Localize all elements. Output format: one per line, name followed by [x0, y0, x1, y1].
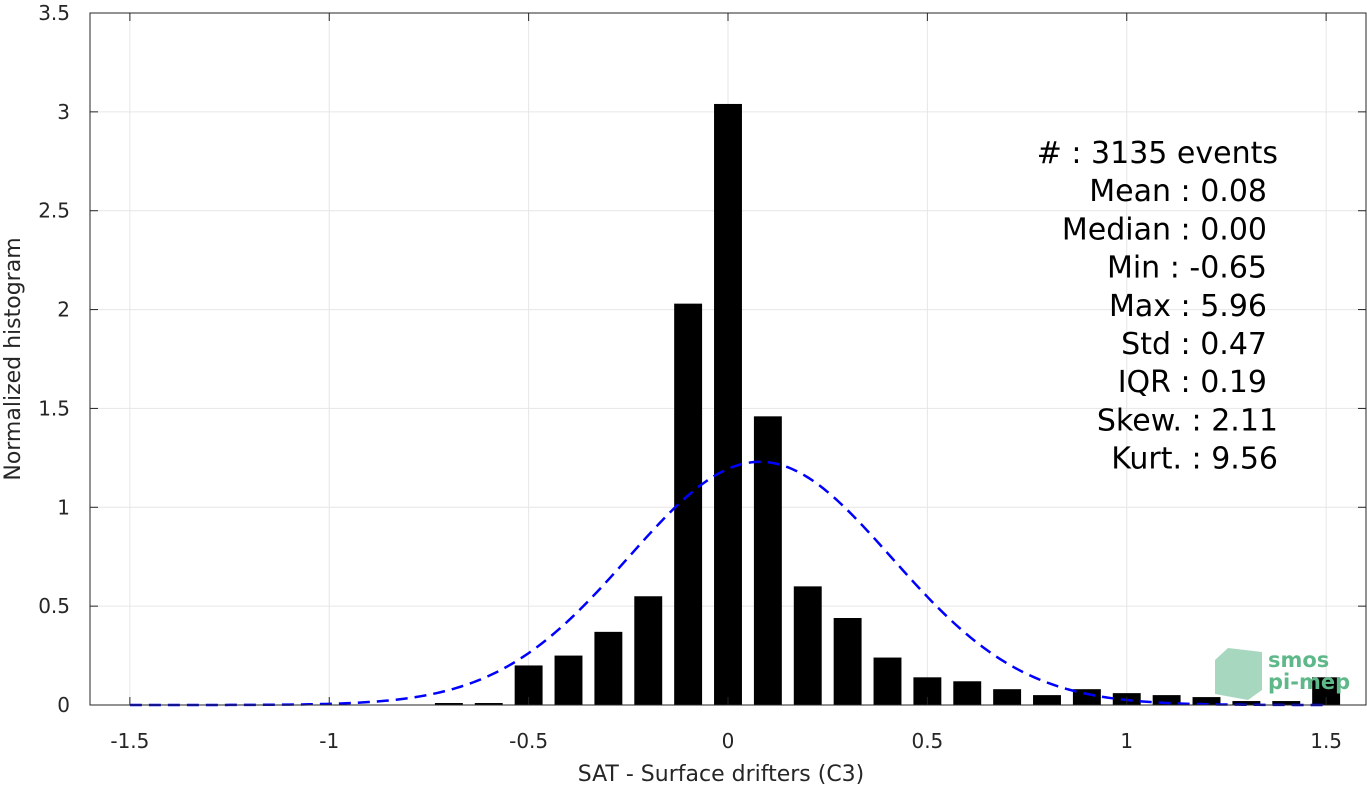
histogram-bar — [474, 703, 503, 705]
stat-line: Mean : 0.08 — [1089, 174, 1267, 209]
stat-line: Std : 0.47 — [1121, 327, 1267, 362]
histogram-bar — [753, 416, 782, 705]
y-tick-label: 3.5 — [38, 1, 70, 25]
histogram-bar — [554, 655, 583, 705]
histogram-bar — [1192, 697, 1221, 705]
y-axis-ticks: 0 0.5 1 1.5 2 2.5 3 3.5 — [38, 1, 1366, 717]
y-tick-label: 2 — [57, 298, 70, 322]
histogram-bar — [434, 703, 463, 705]
histogram-bar — [1272, 701, 1301, 705]
histogram-bar — [993, 689, 1022, 705]
stat-line: # : 3135 events — [1037, 136, 1278, 171]
histogram-bars — [434, 103, 1341, 706]
histogram-bar — [1033, 695, 1061, 705]
stat-line: Min : -0.65 — [1107, 251, 1267, 286]
y-tick-label: 0 — [57, 693, 70, 717]
x-tick-label: -1 — [319, 729, 339, 753]
histogram-bar — [953, 681, 982, 705]
x-axis-label: SAT - Surface drifters (C3) — [578, 762, 865, 785]
histogram-bar — [714, 103, 742, 706]
histogram-bar — [1152, 695, 1181, 705]
y-tick-label: 3 — [57, 100, 70, 124]
y-tick-label: 0.5 — [38, 594, 70, 618]
y-tick-label: 1.5 — [38, 396, 70, 420]
logo-line2: pi-mep — [1268, 670, 1350, 694]
y-axis-label: Normalized histogram — [1, 237, 26, 480]
x-tick-label: -0.5 — [509, 729, 548, 753]
histogram-bar — [674, 303, 703, 705]
y-tick-label: 1 — [57, 495, 70, 519]
stat-line: Kurt. : 9.56 — [1111, 442, 1278, 477]
x-tick-label: -1.5 — [110, 729, 149, 753]
histogram-bar — [873, 657, 902, 705]
histogram-bar — [594, 631, 623, 705]
x-tick-label: 0.5 — [911, 729, 943, 753]
x-axis-ticks: -1.5 -1 -0.5 0 0.5 1 1.5 — [110, 13, 1342, 753]
histogram-bar — [1072, 689, 1101, 705]
y-tick-label: 2.5 — [38, 199, 70, 223]
smos-pimep-logo: smos pi-mep — [1215, 648, 1350, 700]
stat-line: Skew. : 2.11 — [1097, 403, 1278, 438]
histogram-bar — [833, 618, 862, 705]
stat-line: Max : 5.96 — [1109, 289, 1267, 324]
histogram-bar — [634, 596, 663, 705]
stat-line: IQR : 0.19 — [1118, 365, 1267, 400]
histogram-bar — [793, 586, 822, 705]
histogram-bar — [1232, 701, 1261, 705]
x-tick-label: 1 — [1120, 729, 1133, 753]
stat-line: Median : 0.00 — [1062, 212, 1267, 247]
logo-icon — [1215, 648, 1262, 700]
logo-line1: smos — [1268, 648, 1329, 672]
x-tick-label: 0 — [722, 729, 735, 753]
x-tick-label: 1.5 — [1310, 729, 1342, 753]
